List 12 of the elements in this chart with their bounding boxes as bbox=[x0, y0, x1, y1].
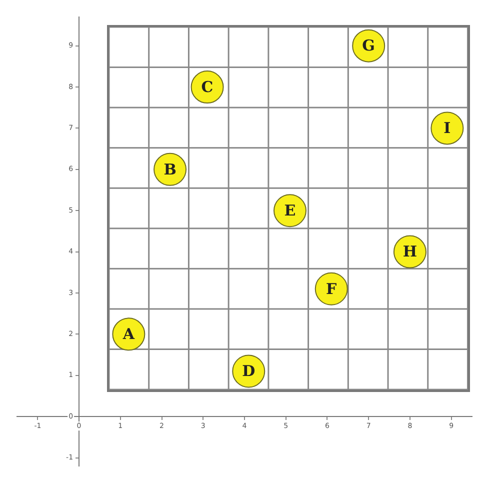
annotation: H bbox=[402, 242, 418, 261]
annotation: B bbox=[164, 160, 176, 178]
point bbox=[314, 272, 348, 306]
annotation: I bbox=[444, 119, 451, 138]
annotation: E bbox=[284, 201, 296, 220]
annotation: A bbox=[122, 325, 135, 344]
point bbox=[430, 112, 464, 145]
annotation: D bbox=[242, 362, 256, 380]
annotation: C bbox=[201, 78, 214, 96]
point bbox=[274, 194, 306, 228]
annotation: F bbox=[326, 280, 338, 298]
annotation: G bbox=[362, 36, 375, 55]
